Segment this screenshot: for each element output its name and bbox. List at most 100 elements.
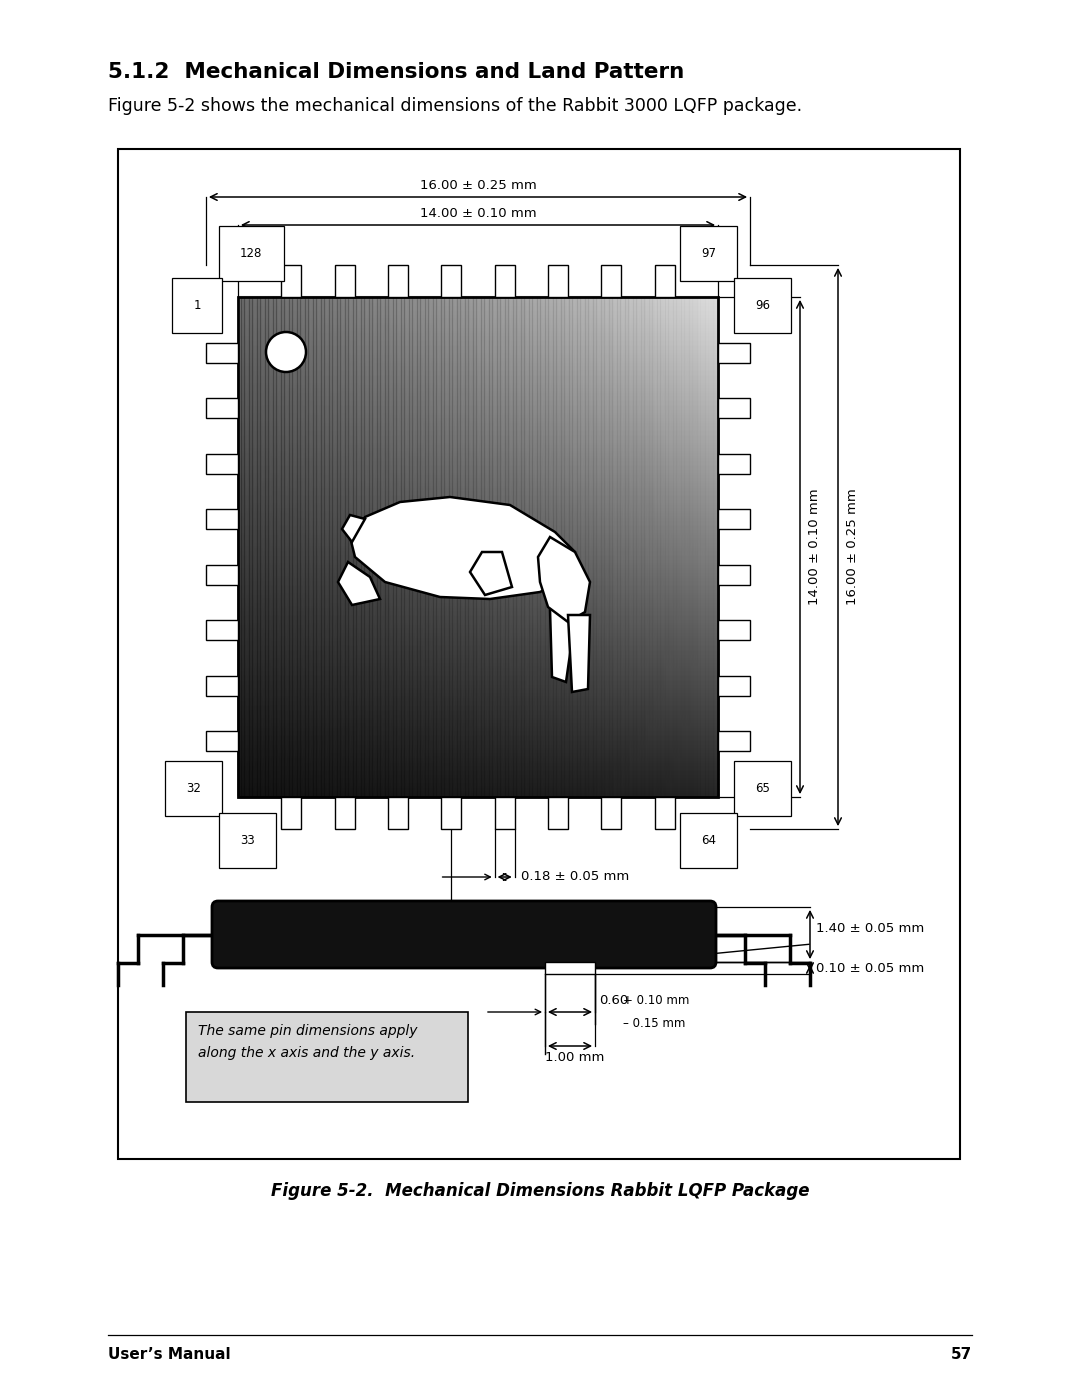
Bar bbox=[525, 298, 527, 798]
Bar bbox=[382, 298, 384, 798]
Bar bbox=[238, 787, 718, 789]
Bar bbox=[238, 393, 718, 395]
Bar bbox=[602, 265, 621, 298]
Bar bbox=[238, 495, 718, 497]
Bar bbox=[238, 298, 718, 798]
Bar bbox=[404, 298, 407, 798]
Bar bbox=[632, 298, 634, 798]
Bar bbox=[422, 298, 424, 798]
Bar bbox=[238, 349, 718, 352]
Bar bbox=[238, 763, 718, 766]
Bar bbox=[457, 298, 460, 798]
Bar bbox=[238, 437, 718, 440]
Bar bbox=[475, 298, 477, 798]
Text: 57: 57 bbox=[950, 1347, 972, 1362]
Bar bbox=[251, 298, 254, 798]
Bar bbox=[238, 562, 718, 563]
Bar bbox=[499, 298, 501, 798]
Bar bbox=[238, 300, 718, 303]
Bar bbox=[539, 298, 541, 798]
Bar bbox=[324, 298, 327, 798]
Bar bbox=[645, 298, 647, 798]
Bar bbox=[238, 753, 718, 756]
Bar bbox=[568, 298, 570, 798]
Bar bbox=[496, 298, 498, 798]
Bar bbox=[238, 605, 718, 608]
Bar bbox=[593, 298, 596, 798]
Text: Figure 5-2 shows the mechanical dimensions of the Rabbit 3000 LQFP package.: Figure 5-2 shows the mechanical dimensio… bbox=[108, 96, 802, 115]
Bar bbox=[502, 298, 504, 798]
Bar bbox=[238, 728, 718, 731]
Bar bbox=[267, 298, 269, 798]
Bar bbox=[238, 488, 718, 490]
Bar bbox=[238, 597, 718, 599]
Bar bbox=[238, 471, 718, 474]
Bar bbox=[605, 298, 607, 798]
Bar bbox=[337, 298, 340, 798]
Bar bbox=[238, 629, 718, 631]
Bar bbox=[238, 391, 718, 394]
Bar bbox=[238, 686, 718, 689]
Bar bbox=[500, 298, 503, 798]
Bar bbox=[585, 298, 588, 798]
Bar bbox=[238, 355, 718, 358]
Bar bbox=[355, 298, 357, 798]
Bar bbox=[206, 620, 238, 640]
Bar bbox=[238, 334, 718, 337]
Bar bbox=[238, 694, 718, 697]
Bar bbox=[238, 644, 718, 647]
Bar bbox=[494, 298, 497, 798]
Bar bbox=[602, 798, 621, 828]
Bar bbox=[238, 757, 718, 760]
Bar bbox=[238, 514, 718, 517]
Bar bbox=[238, 761, 718, 764]
Bar bbox=[238, 467, 718, 468]
Bar bbox=[238, 446, 718, 448]
Bar bbox=[625, 298, 627, 798]
Bar bbox=[715, 298, 717, 798]
Bar bbox=[238, 366, 718, 369]
Bar bbox=[238, 573, 718, 576]
Bar bbox=[238, 416, 718, 419]
Bar bbox=[343, 298, 347, 798]
Bar bbox=[635, 298, 637, 798]
Bar bbox=[238, 314, 718, 317]
Bar bbox=[238, 420, 718, 423]
Bar bbox=[442, 798, 461, 828]
Bar bbox=[238, 483, 718, 485]
Bar bbox=[238, 703, 718, 705]
Bar bbox=[238, 504, 718, 507]
Bar bbox=[238, 717, 718, 718]
Bar bbox=[238, 363, 718, 366]
Bar bbox=[505, 298, 508, 798]
Bar bbox=[573, 298, 577, 798]
Ellipse shape bbox=[266, 332, 306, 372]
Bar bbox=[238, 462, 718, 465]
Bar bbox=[701, 298, 703, 798]
Text: The same pin dimensions apply
along the x axis and the y axis.: The same pin dimensions apply along the … bbox=[198, 1024, 418, 1060]
Bar bbox=[246, 298, 248, 798]
Bar bbox=[314, 298, 318, 798]
Bar bbox=[556, 298, 559, 798]
Bar bbox=[238, 374, 718, 377]
Bar bbox=[238, 633, 718, 636]
Bar bbox=[238, 337, 718, 338]
Bar bbox=[643, 298, 646, 798]
Bar bbox=[238, 356, 718, 359]
Bar bbox=[238, 711, 718, 714]
Bar bbox=[238, 668, 718, 671]
Bar bbox=[438, 298, 441, 798]
Polygon shape bbox=[338, 562, 380, 605]
Bar bbox=[360, 298, 362, 798]
Bar bbox=[238, 729, 718, 732]
Bar bbox=[238, 409, 718, 412]
Bar bbox=[663, 298, 666, 798]
Bar bbox=[586, 298, 590, 798]
Bar bbox=[688, 298, 690, 798]
Bar bbox=[238, 719, 718, 722]
Bar bbox=[254, 298, 257, 798]
Bar bbox=[376, 298, 378, 798]
Bar bbox=[526, 298, 528, 798]
Bar bbox=[436, 298, 438, 798]
Bar bbox=[510, 298, 513, 798]
